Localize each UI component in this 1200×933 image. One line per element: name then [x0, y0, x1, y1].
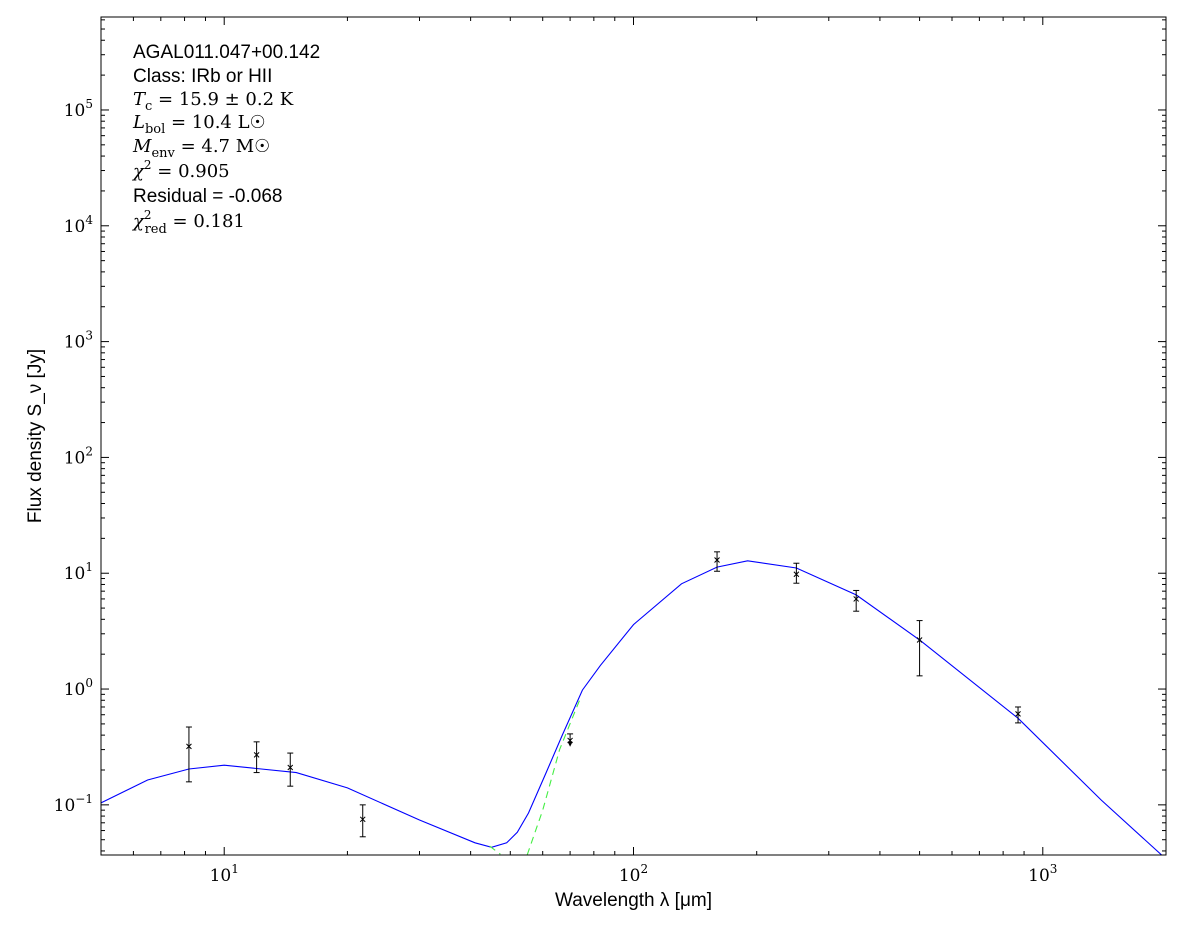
tick-label-base: 10: [64, 333, 86, 353]
y-tick-label-1: 100: [64, 676, 93, 700]
ticks: [100, 17, 1167, 855]
tick-label-exponent: 3: [85, 329, 93, 343]
annotation-value: = 15.9 ± 0.2 K: [152, 89, 293, 110]
tick-label-exponent: −1: [75, 792, 93, 806]
point-marker: [853, 596, 860, 602]
tick-label-base: 10: [64, 448, 86, 468]
y-tick-label-3: 102: [64, 444, 93, 468]
tick-label-base: 10: [64, 217, 86, 237]
model-component-dashed-2: [526, 700, 581, 855]
data-point-3: [359, 804, 366, 838]
tick-label-base: 10: [210, 866, 232, 886]
y-axis-label: Flux density S_ν [Jy]: [25, 349, 46, 523]
annotation-line-1: Class: IRb or HII: [133, 66, 272, 87]
data-point-7: [853, 589, 860, 612]
tick-label-exponent: 4: [85, 213, 93, 227]
tick-label-base: 10: [64, 564, 86, 584]
tick-label-base: 10: [1028, 866, 1050, 886]
tick-label-base: 10: [54, 796, 76, 816]
data-point-2: [287, 752, 294, 787]
tick-label-exponent: 1: [85, 560, 93, 574]
point-marker: [567, 737, 573, 744]
data-point-4: [567, 733, 574, 747]
annotation-symbol: L: [132, 112, 145, 133]
point-marker: [916, 637, 923, 643]
annotation-sub: c: [145, 99, 152, 114]
upper-limit-arrow: [567, 741, 573, 747]
data-point-5: [714, 551, 721, 572]
point-marker: [714, 557, 720, 563]
annotation-value: = 0.181: [167, 211, 245, 232]
annotation-value: = 0.905: [152, 161, 230, 182]
tick-label-exponent: 2: [641, 862, 649, 876]
tick-label-base: 10: [64, 101, 86, 121]
tick-label-exponent: 5: [85, 97, 93, 111]
point-marker: [1015, 711, 1021, 717]
model-fit-curve: [101, 560, 1162, 855]
tick-label-base: 10: [619, 866, 641, 886]
tick-label-base: 10: [64, 680, 86, 700]
annotation-symbol: χ: [131, 161, 145, 182]
y-tick-label-2: 101: [64, 560, 93, 584]
annotation-line-6: Residual = -0.068: [133, 186, 282, 207]
annotation-value: = 10.4 L☉: [165, 112, 265, 133]
data-point-0: [185, 726, 192, 783]
data-point-6: [793, 562, 800, 584]
tick-label-exponent: 0: [85, 676, 93, 690]
x-tick-label-0: 101: [210, 862, 239, 886]
tick-label-exponent: 1: [231, 862, 239, 876]
x-tick-label-2: 103: [1028, 862, 1057, 886]
y-tick-label-5: 104: [64, 213, 94, 237]
annotation-sub: bol: [145, 122, 165, 137]
y-tick-label-4: 103: [64, 329, 93, 353]
y-tick-label-0: 10−1: [54, 792, 93, 816]
annotation-symbol: χ: [131, 211, 145, 232]
point-marker: [186, 743, 192, 750]
data-point-8: [916, 620, 923, 677]
x-tick-label-1: 102: [619, 862, 648, 886]
point-marker: [253, 752, 260, 758]
annotation-symbol: M: [132, 136, 152, 157]
annotation-symbol: T: [133, 89, 147, 110]
annotation-line-4: Menv = 4.7 M☉: [132, 136, 270, 161]
annotation-sup: 2: [144, 158, 152, 172]
data-point-1: [253, 741, 260, 774]
point-marker: [287, 764, 294, 771]
annotation-line-0: AGAL011.047+00.142: [133, 42, 320, 63]
data-point-9: [1015, 706, 1022, 724]
annotation-value: = 4.7 M☉: [175, 136, 270, 157]
y-tick-label-6: 105: [64, 97, 93, 121]
annotation-line-2: Tc = 15.9 ± 0.2 K: [133, 89, 294, 114]
annotation-line-7: χ2 red = 0.181: [131, 208, 245, 237]
annotation-sup: 2: [144, 208, 152, 222]
x-axis-label: Wavelength λ [μm]: [555, 890, 712, 911]
tick-label-exponent: 2: [85, 444, 93, 458]
tick-label-exponent: 3: [1050, 862, 1058, 876]
point-marker: [359, 816, 366, 823]
point-marker: [793, 571, 800, 578]
annotation-line-3: Lbol = 10.4 L☉: [132, 112, 266, 137]
model-component-dashed-1: [489, 845, 501, 855]
annotation-line-5: χ2 = 0.905: [131, 158, 230, 182]
annotation-sub: red: [145, 222, 167, 237]
annotation-sub: env: [151, 146, 175, 161]
